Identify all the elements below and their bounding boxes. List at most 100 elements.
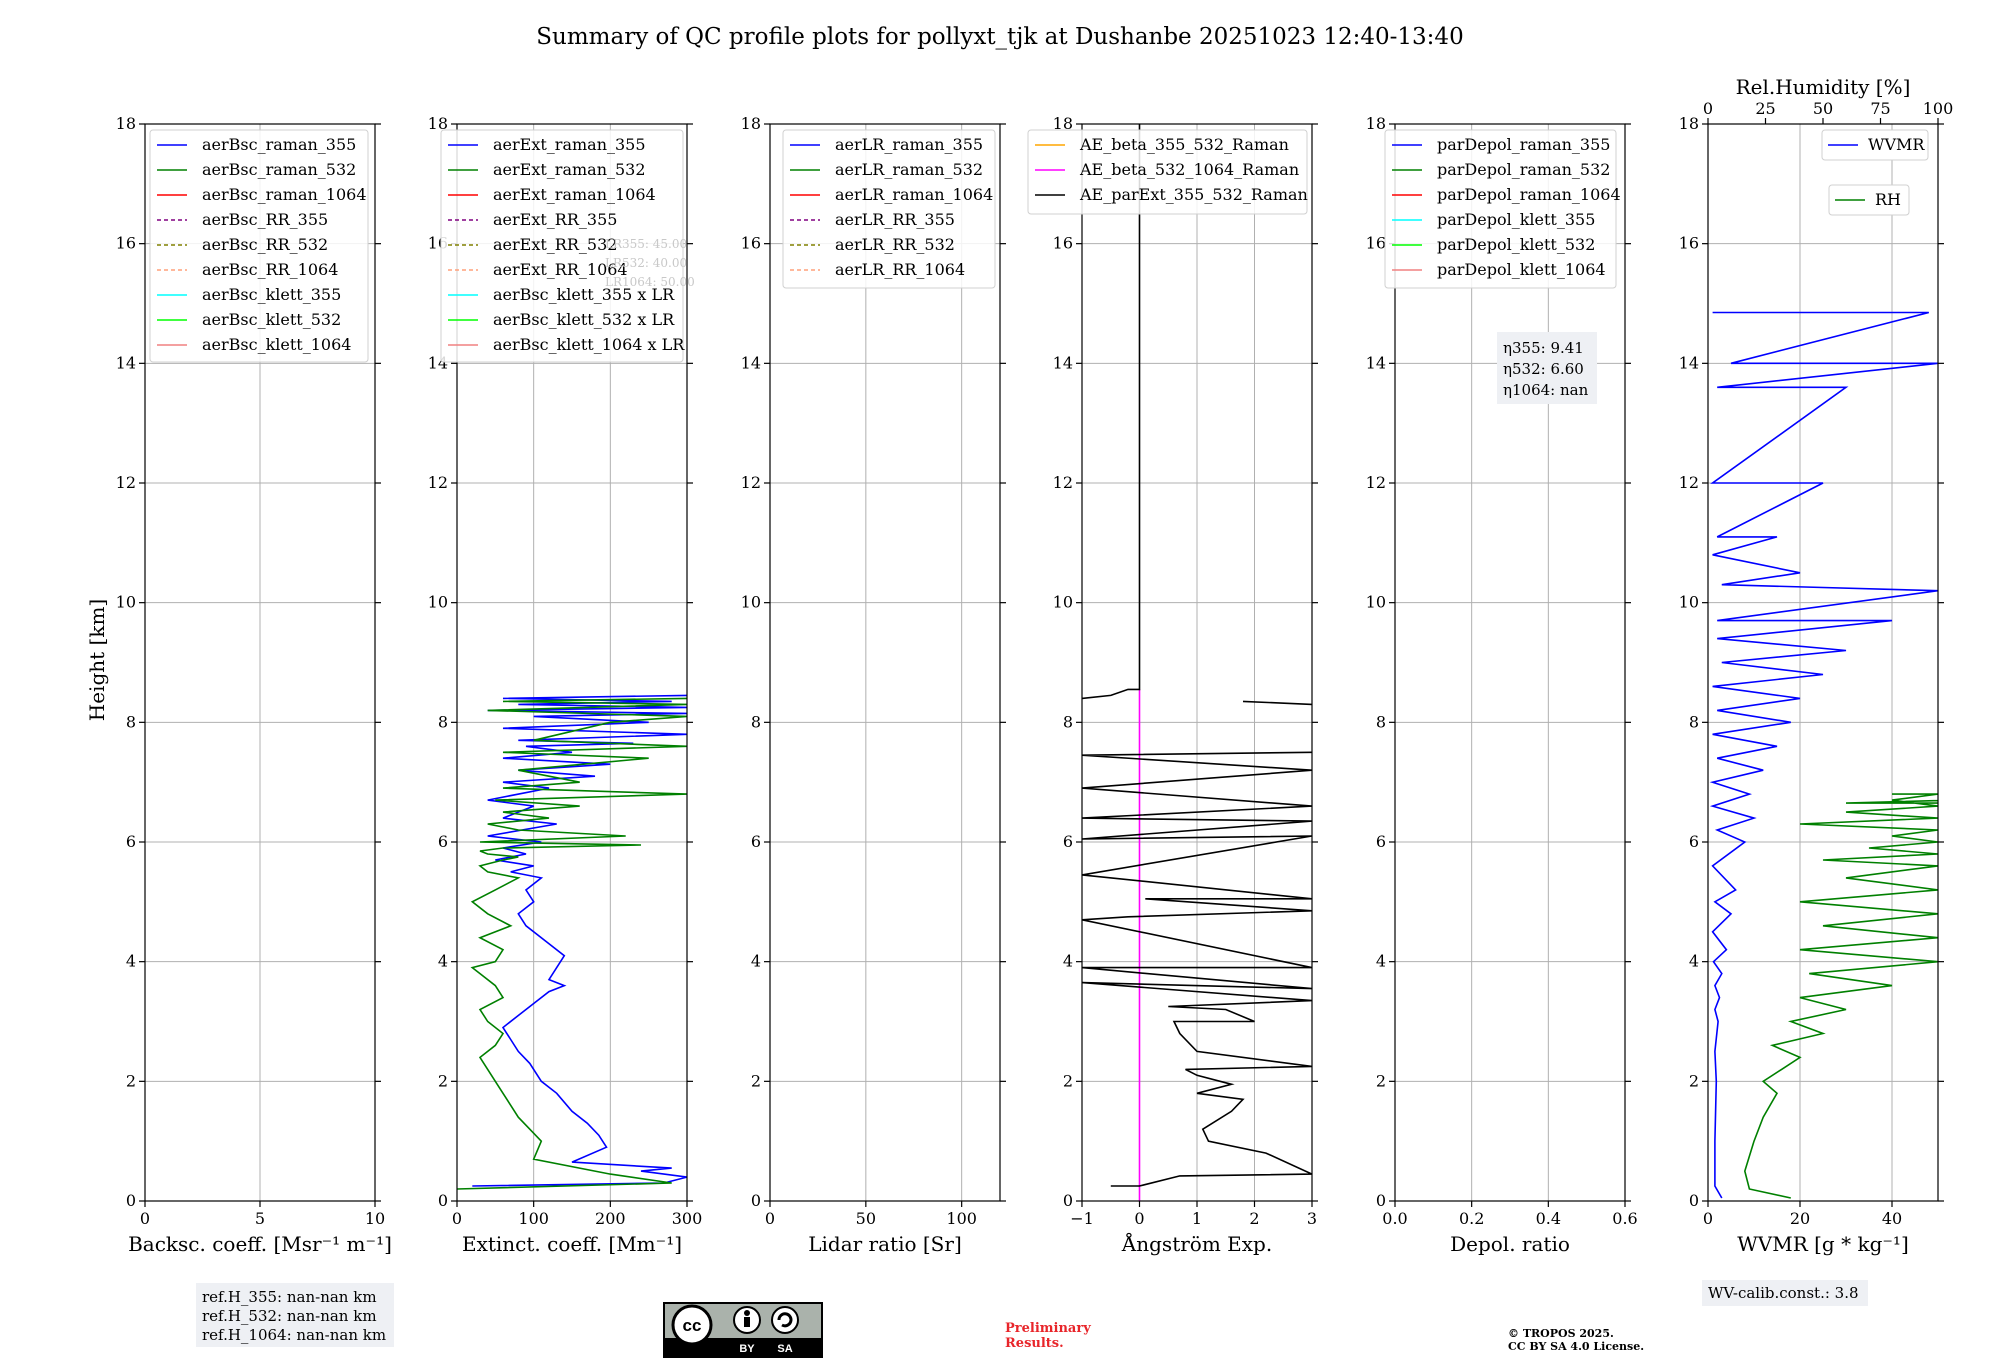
y-tick-label: 16 — [741, 234, 761, 253]
y-tick-label: 0 — [751, 1191, 761, 1210]
x-tick-label: 0 — [452, 1209, 462, 1228]
legend-label: aerExt_raman_1064 — [493, 185, 656, 204]
y-tick-label: 8 — [126, 712, 136, 731]
legend-label: aerLR_raman_1064 — [835, 185, 993, 204]
refh-line-532: ref.H_532: nan-nan km — [202, 1307, 377, 1325]
y-tick-label: 18 — [1679, 114, 1699, 133]
legend-label: aerBsc_raman_1064 — [202, 185, 367, 204]
copyright-line-1: © TROPOS 2025. — [1508, 1327, 1614, 1340]
legend-label: aerLR_RR_355 — [835, 210, 955, 229]
legend-label: AE_beta_532_1064_Raman — [1079, 160, 1299, 179]
y-tick-label: 14 — [1053, 353, 1073, 372]
legend-box — [1828, 184, 1910, 216]
y-tick-label: 4 — [751, 952, 761, 971]
series-line-AE_parExt_355_532_Raman_top — [1082, 124, 1141, 700]
legend-label: AE_parExt_355_532_Raman — [1079, 185, 1308, 204]
legend-label: aerBsc_klett_1064 x LR — [493, 335, 685, 354]
y-tick-label: 6 — [1689, 832, 1699, 851]
y-tick-label: 6 — [438, 832, 448, 851]
y-tick-label: 10 — [116, 593, 136, 612]
lr-annotation: LR532: 40.00 — [605, 256, 687, 270]
x-axis-label: Ångström Exp. — [1121, 1231, 1272, 1256]
legend-label: aerExt_RR_532 — [493, 235, 617, 254]
axes-frame — [1707, 123, 1939, 1202]
y-tick-label: 0 — [1689, 1191, 1699, 1210]
eta-line: η532: 6.60 — [1503, 360, 1584, 378]
y-tick-label: 2 — [1689, 1071, 1699, 1090]
legend-label: parDepol_raman_532 — [1437, 160, 1610, 179]
legend-box — [1027, 129, 1308, 215]
legend-box — [782, 129, 996, 289]
cc-icon-text: cc — [683, 1316, 702, 1335]
y-tick-label: 14 — [1679, 353, 1699, 372]
preliminary-line-2: Results. — [1005, 1336, 1064, 1351]
series-line-AE_parExt_355_532_Raman — [1082, 751, 1312, 1187]
y-tick-label: 8 — [1376, 712, 1386, 731]
x-tick-label: 10 — [365, 1209, 385, 1228]
x-axis-label: Lidar ratio [Sr] — [808, 1232, 962, 1256]
x-tick-label: 0.2 — [1459, 1209, 1484, 1228]
y-tick-label: 12 — [1053, 473, 1073, 492]
y-tick-label: 0 — [438, 1191, 448, 1210]
legend-label: parDepol_raman_355 — [1437, 135, 1610, 154]
axes-frame — [456, 123, 688, 1202]
y-tick-label: 10 — [428, 593, 448, 612]
x-tick-label: −1 — [1070, 1209, 1094, 1228]
legend-label: parDepol_raman_1064 — [1437, 185, 1621, 204]
legend-label: parDepol_klett_1064 — [1437, 260, 1606, 279]
y-tick-label: 14 — [741, 353, 761, 372]
wv-calib-box: WV-calib.const.: 3.8 — [1702, 1280, 1868, 1306]
y-tick-label: 10 — [741, 593, 761, 612]
x-tick-label: 40 — [1882, 1209, 1902, 1228]
eta-line: η1064: nan — [1503, 381, 1589, 399]
top-x-tick-label: 50 — [1813, 99, 1833, 118]
y-tick-label: 18 — [116, 114, 136, 133]
legend-label: aerBsc_RR_1064 — [202, 260, 338, 279]
y-tick-label: 6 — [751, 832, 761, 851]
panel-lidar_ratio: 0 2 4 6 8 10 12 14 16 18 0 50 100 Lidar ratio [Sr] aer… — [741, 114, 1006, 1256]
legend-box — [440, 129, 684, 363]
x-tick-label: 50 — [856, 1209, 876, 1228]
y-tick-label: 6 — [1063, 832, 1073, 851]
legend-label: aerExt_RR_355 — [493, 210, 617, 229]
legend-label: aerLR_raman_532 — [835, 160, 983, 179]
y-tick-label: 16 — [1053, 234, 1073, 253]
wv-calib-bg — [1702, 1280, 1868, 1306]
cc-icon — [671, 1304, 713, 1346]
x-tick-label: 100 — [518, 1209, 549, 1228]
legend-label: aerLR_RR_532 — [835, 235, 955, 254]
y-tick-label: 16 — [1366, 234, 1386, 253]
y-tick-label: 18 — [741, 114, 761, 133]
x-axis-label: Backsc. coeff. [Msr⁻¹ m⁻¹] — [128, 1232, 392, 1256]
y-tick-label: 16 — [1679, 234, 1699, 253]
y-tick-label: 18 — [1366, 114, 1386, 133]
by-icon-head — [744, 1310, 750, 1316]
legend-label: aerBsc_RR_532 — [202, 235, 328, 254]
legend-label: aerBsc_klett_1064 — [202, 335, 351, 354]
x-tick-label: 0 — [140, 1209, 150, 1228]
y-axis-label: Height [km] — [85, 599, 109, 721]
y-tick-label: 8 — [1689, 712, 1699, 731]
y-tick-label: 10 — [1366, 593, 1386, 612]
legend-label: aerBsc_raman_532 — [202, 160, 356, 179]
x-tick-label: 0 — [1703, 1209, 1713, 1228]
x-tick-label: 300 — [672, 1209, 703, 1228]
legend-label: aerExt_raman_355 — [493, 135, 646, 154]
y-tick-label: 14 — [1366, 353, 1386, 372]
legend-label: parDepol_klett_532 — [1437, 235, 1595, 254]
series-line-AE_parExt_355_532_Raman_seg — [1242, 700, 1312, 706]
x-tick-label: 20 — [1790, 1209, 1810, 1228]
legend-label: aerLR_RR_1064 — [835, 260, 965, 279]
x-tick-label: 0 — [765, 1209, 775, 1228]
wv-calib-text: WV-calib.const.: 3.8 — [1708, 1284, 1859, 1302]
legend-label: aerBsc_raman_355 — [202, 135, 356, 154]
y-tick-label: 10 — [1053, 593, 1073, 612]
y-tick-label: 16 — [116, 234, 136, 253]
y-tick-label: 4 — [126, 952, 136, 971]
y-tick-label: 2 — [751, 1071, 761, 1090]
panel-depolarization: 0 2 4 6 8 10 12 14 16 18 0.0 0.2 0.4 0.6 Depol. ratio p… — [1366, 114, 1638, 1256]
y-tick-label: 14 — [116, 353, 136, 372]
